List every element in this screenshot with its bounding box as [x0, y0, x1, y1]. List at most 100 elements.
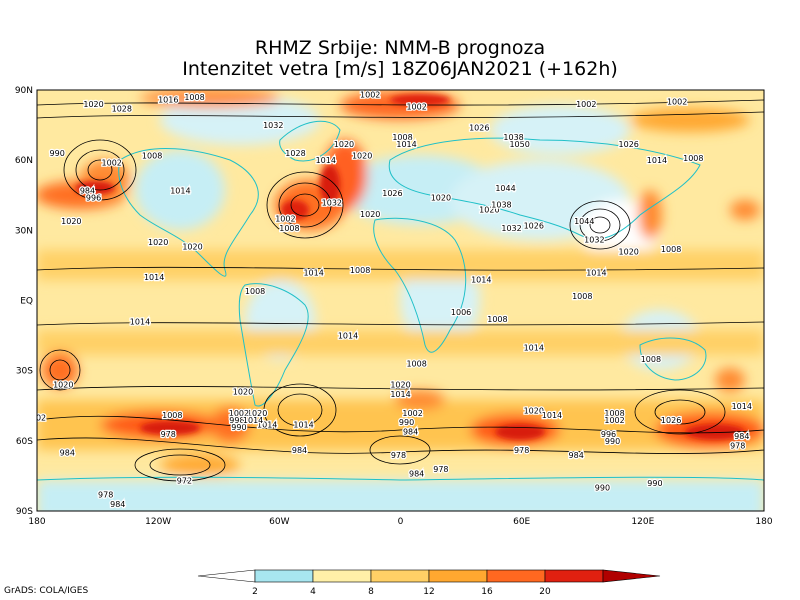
isobar-label: 1032	[263, 121, 283, 130]
lat-label: 60S	[16, 437, 33, 447]
colorbar-tick-label: 16	[481, 587, 493, 597]
isobar-label: 984	[60, 449, 75, 458]
isobar-label: 1020	[182, 243, 202, 252]
isobar-label: 1032	[584, 236, 604, 245]
isobar-label: 1050	[509, 140, 529, 149]
isobar-label: 1002	[406, 102, 426, 111]
isobar-label: 1020	[524, 406, 544, 415]
isobar-label: 1016	[158, 95, 178, 104]
isobar-label: 1014	[243, 416, 263, 425]
isobar-label: 1002	[667, 98, 687, 107]
isobar-label: 990	[647, 479, 662, 488]
isobar-label: 1020	[479, 205, 499, 214]
isobar-label: 1002	[604, 416, 624, 425]
isobar-label: 978	[391, 451, 406, 460]
isobar-label: 1014	[647, 156, 667, 165]
isobar-label: 1028	[285, 149, 305, 158]
isobar-label: 1002	[229, 409, 249, 418]
lon-label: 60W	[269, 517, 289, 527]
isobar-label: 1020	[53, 381, 73, 390]
isobar-label: 984	[734, 432, 749, 441]
isobar-label: 1014	[471, 275, 491, 284]
isobar-label: 996	[86, 194, 101, 203]
isobar-label: 1002	[402, 409, 422, 418]
isobar-label: 984	[409, 470, 424, 479]
isobar-label: 1014	[338, 332, 358, 341]
isobar-label: 1020	[619, 247, 639, 256]
isobar-label: 1008	[487, 315, 507, 324]
isobar-label: 1014	[170, 187, 190, 196]
isobar-label: 1038	[491, 201, 511, 210]
isobar-label: 1008	[184, 93, 204, 102]
isobar-label: 1008	[142, 151, 162, 160]
isobar-label: 1008	[350, 266, 370, 275]
isobar-label: 972	[177, 477, 192, 486]
isobar-label: 1020	[148, 238, 168, 247]
colorbar-high-arrow	[602, 569, 661, 583]
isobar-label: 984	[403, 427, 418, 436]
lon-label: 120E	[631, 517, 654, 527]
isobar-label: 1038	[503, 133, 523, 142]
isobar-label: 1044	[495, 184, 515, 193]
lat-label: 30S	[16, 367, 33, 377]
isobar-label: 984	[569, 451, 584, 460]
grads-credit: GrADS: COLA/IGES	[4, 586, 89, 596]
isobar-label: 978	[433, 465, 448, 474]
colorbar-tick-label: 20	[539, 587, 551, 597]
isobar-label: 1014	[396, 140, 416, 149]
isobar-label: 990	[399, 418, 414, 427]
isobar-label: 1026	[524, 222, 544, 231]
lat-label: 30N	[15, 226, 33, 236]
isobar-label: 1020	[352, 151, 372, 160]
isobar-label: 1002	[360, 91, 380, 100]
isobar-label: 1020	[360, 210, 380, 219]
isobar-label: 1008	[279, 224, 299, 233]
isobar-label: 984	[110, 500, 125, 509]
isobar-label: 1020	[390, 381, 410, 390]
isobar-label: 1026	[382, 189, 402, 198]
isobar-label: 1014	[586, 268, 606, 277]
isobar-label: 1014	[303, 268, 323, 277]
latitude-labels: 90N 60N 30N EQ 30S 60S 90S	[15, 86, 33, 517]
isobar-label: 1008	[572, 292, 592, 301]
colorbar-tick-label: 8	[368, 587, 374, 597]
isobar-label: 1020	[247, 409, 267, 418]
colorbar-swatch	[254, 569, 314, 583]
isobar-label: 1008	[683, 154, 703, 163]
lon-label: 60E	[513, 517, 530, 527]
colorbar-tick-label: 4	[310, 587, 316, 597]
isobar-label: 990	[50, 149, 65, 158]
isobar-label: 1014	[542, 411, 562, 420]
lon-label: 180	[28, 517, 45, 527]
map-title-line2: Intenzitet vetra [m/s] 18Z06JAN2021 (+16…	[182, 58, 618, 80]
isobar-label: 1020	[61, 217, 81, 226]
isobar-label: 1008	[661, 245, 681, 254]
isobar-label: 1008	[604, 409, 624, 418]
isobar-label: 1026	[619, 140, 639, 149]
colorbar-swatch	[312, 569, 372, 583]
lat-label: 60N	[15, 156, 33, 166]
isobar-label: 1014	[732, 402, 752, 411]
isobar-label: 984	[80, 187, 95, 196]
isobar-label: 1014	[144, 273, 164, 282]
map-frame	[36, 89, 765, 512]
isobar-label: 1008	[641, 355, 661, 364]
isobar-label: 978	[161, 430, 176, 439]
isobar-label: 1006	[451, 308, 471, 317]
isobar-label: 1014	[257, 420, 277, 429]
isobar-label: 1020	[334, 140, 354, 149]
isobar-label: 1002	[275, 215, 295, 224]
isobar-label: 978	[98, 491, 113, 500]
isobar-label: 1014	[316, 156, 336, 165]
lon-label: 180	[755, 517, 772, 527]
isobar-label: 978	[730, 442, 745, 451]
isobar-label: 02	[36, 413, 46, 422]
longitude-labels: 180 120W 60W 0 60E 120E 180	[28, 517, 772, 527]
isobar-label: 1008	[245, 287, 265, 296]
isobar-label: 1014	[130, 318, 150, 327]
isobar-label: 990	[231, 423, 246, 432]
isobar-label: 1020	[83, 100, 103, 109]
